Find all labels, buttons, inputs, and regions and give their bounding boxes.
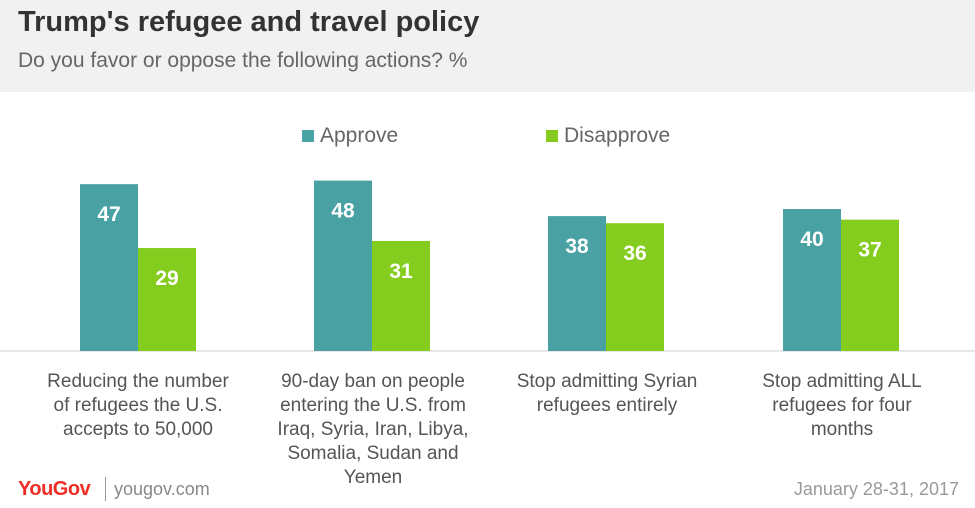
footer-separator: [105, 477, 106, 501]
bar-approve-3: [548, 216, 606, 351]
bar-approve-4: [783, 209, 841, 351]
footer-site: yougov.com: [114, 479, 210, 499]
bar-disapprove-3: [606, 223, 664, 351]
category-label-2: 90-day ban on people entering the U.S. fr…: [258, 370, 488, 490]
category-label-line: Reducing the number: [47, 371, 229, 392]
category-label-line: 90-day ban on people: [281, 371, 465, 392]
data-label-disapprove-1: 29: [155, 267, 178, 290]
header-band: [0, 0, 975, 92]
category-label-line: Yemen: [343, 467, 403, 488]
data-label-disapprove-3: 36: [623, 242, 646, 265]
data-label-disapprove-4: 37: [858, 239, 881, 262]
legend-disapprove-label: Disapprove: [564, 124, 671, 147]
category-label-3: Stop admitting Syrian refugees entirely: [492, 370, 722, 418]
chart-title: Trump's refugee and travel policy: [18, 6, 480, 38]
category-label-line: Somalia, Sudan and: [287, 443, 459, 464]
category-label-line: refugees for four: [772, 395, 912, 416]
category-label-line: entering the U.S. from: [280, 395, 466, 416]
bar-disapprove-2: [372, 240, 430, 351]
category-label-line: refugees entirely: [536, 395, 678, 416]
data-label-disapprove-2: 31: [389, 260, 413, 283]
data-label-approve-2: 48: [331, 200, 355, 223]
category-label-line: months: [810, 419, 874, 440]
footer-date: January 28-31, 2017: [793, 479, 959, 499]
data-label-approve-1: 47: [97, 203, 120, 226]
category-label-line: Stop admitting ALL: [762, 371, 922, 392]
legend-approve: Approve: [302, 124, 398, 148]
bar-disapprove-1: [138, 248, 196, 351]
bar-approve-1: [80, 184, 138, 351]
legend-disapprove-swatch: [546, 130, 558, 142]
legend-disapprove: Disapprove: [546, 124, 670, 148]
yougov-logo: YouGov: [18, 478, 91, 500]
category-label-4: Stop admitting ALL refugees for four month…: [727, 370, 957, 442]
category-label-line: of refugees the U.S.: [53, 395, 223, 416]
category-label-line: accepts to 50,000: [63, 419, 213, 440]
legend-approve-label: Approve: [320, 124, 399, 147]
chart-subtitle: Do you favor or oppose the following act…: [18, 49, 468, 72]
bar-disapprove-4: [841, 219, 899, 351]
data-label-approve-4: 40: [800, 228, 823, 251]
category-label-1: Reducing the number of refugees the U.S. a…: [23, 370, 253, 442]
bar-approve-2: [314, 180, 372, 351]
legend-approve-swatch: [302, 130, 314, 142]
category-label-line: Iraq, Syria, Iran, Libya,: [277, 419, 469, 440]
data-label-approve-3: 38: [565, 235, 589, 258]
category-label-line: Stop admitting Syrian: [516, 371, 698, 392]
